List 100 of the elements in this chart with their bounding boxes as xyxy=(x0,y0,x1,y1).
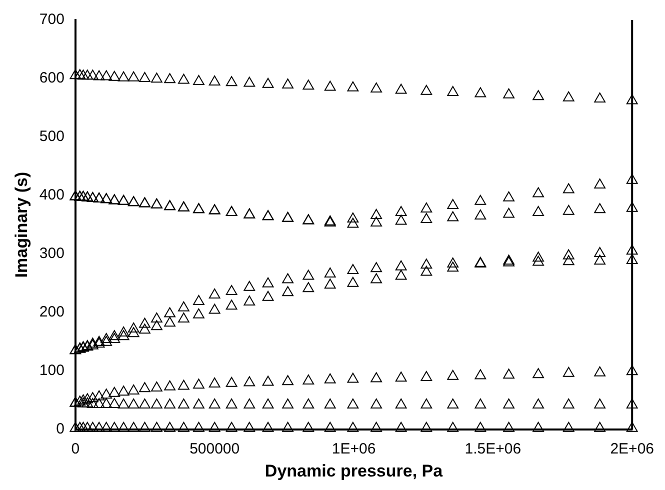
point xyxy=(420,422,432,432)
point xyxy=(118,422,130,432)
point xyxy=(324,398,336,409)
point xyxy=(139,72,150,82)
point xyxy=(562,255,574,266)
point xyxy=(503,191,514,202)
point xyxy=(208,377,220,388)
point xyxy=(370,398,382,409)
point xyxy=(226,285,238,296)
point xyxy=(139,318,150,328)
point xyxy=(244,296,256,306)
point xyxy=(93,390,105,400)
point xyxy=(594,246,606,257)
point xyxy=(626,244,638,255)
point xyxy=(532,368,544,378)
point xyxy=(118,71,130,82)
point xyxy=(151,72,162,83)
point xyxy=(370,216,382,227)
point xyxy=(594,92,606,102)
point xyxy=(164,422,176,432)
point xyxy=(178,301,190,312)
y-tick-label: 600 xyxy=(39,70,64,87)
point xyxy=(420,371,432,382)
point xyxy=(532,422,544,432)
point xyxy=(302,422,314,432)
point xyxy=(108,70,120,81)
point xyxy=(626,202,638,212)
point xyxy=(347,212,359,222)
point xyxy=(151,398,162,409)
point xyxy=(347,264,359,274)
point xyxy=(324,373,336,384)
point xyxy=(244,280,256,291)
point xyxy=(108,386,120,397)
point xyxy=(86,70,98,80)
point xyxy=(193,378,204,389)
point xyxy=(347,276,359,287)
point xyxy=(178,380,190,390)
point xyxy=(562,366,574,377)
point xyxy=(395,214,407,225)
point xyxy=(208,288,220,299)
y-tick-label: 500 xyxy=(39,128,64,146)
point xyxy=(626,398,638,409)
point xyxy=(208,76,220,86)
x-tick-label: 0 xyxy=(71,440,80,458)
point xyxy=(324,80,336,91)
point xyxy=(164,73,176,84)
point xyxy=(302,282,314,292)
point xyxy=(100,332,112,343)
point xyxy=(193,74,204,85)
point xyxy=(244,76,256,87)
point xyxy=(118,386,130,396)
point xyxy=(282,78,294,88)
point xyxy=(562,183,574,194)
point xyxy=(474,369,486,380)
point xyxy=(302,270,314,280)
point xyxy=(78,394,89,404)
point xyxy=(151,422,162,432)
point xyxy=(594,178,606,189)
point xyxy=(370,422,382,432)
point xyxy=(108,330,120,340)
point xyxy=(420,202,432,212)
point xyxy=(447,258,459,268)
point xyxy=(447,198,459,209)
point xyxy=(347,218,359,228)
point xyxy=(70,69,82,80)
point xyxy=(370,82,382,93)
point xyxy=(447,86,459,96)
point xyxy=(395,422,407,432)
point xyxy=(262,422,274,432)
point xyxy=(626,254,638,264)
point xyxy=(128,71,140,82)
point xyxy=(78,70,89,80)
point xyxy=(532,206,544,216)
point xyxy=(282,286,294,296)
point xyxy=(151,312,162,323)
x-axis-title: Dynamic pressure, Pa xyxy=(264,461,444,480)
y-tick-label: 200 xyxy=(39,304,64,321)
point xyxy=(100,422,112,432)
point xyxy=(420,398,432,409)
point xyxy=(93,70,105,80)
point xyxy=(208,422,220,432)
point xyxy=(164,398,176,409)
point xyxy=(474,194,486,205)
point xyxy=(128,384,140,394)
point xyxy=(82,422,94,432)
point xyxy=(93,398,105,408)
point xyxy=(420,266,432,276)
point xyxy=(82,397,94,408)
point xyxy=(118,398,130,409)
point xyxy=(262,290,274,301)
point xyxy=(474,210,486,220)
point xyxy=(532,90,544,100)
point xyxy=(503,208,514,218)
point xyxy=(370,273,382,284)
point xyxy=(82,70,94,80)
point xyxy=(139,382,150,392)
point xyxy=(178,74,190,84)
point xyxy=(164,380,176,390)
point xyxy=(70,422,82,432)
point xyxy=(370,372,382,382)
